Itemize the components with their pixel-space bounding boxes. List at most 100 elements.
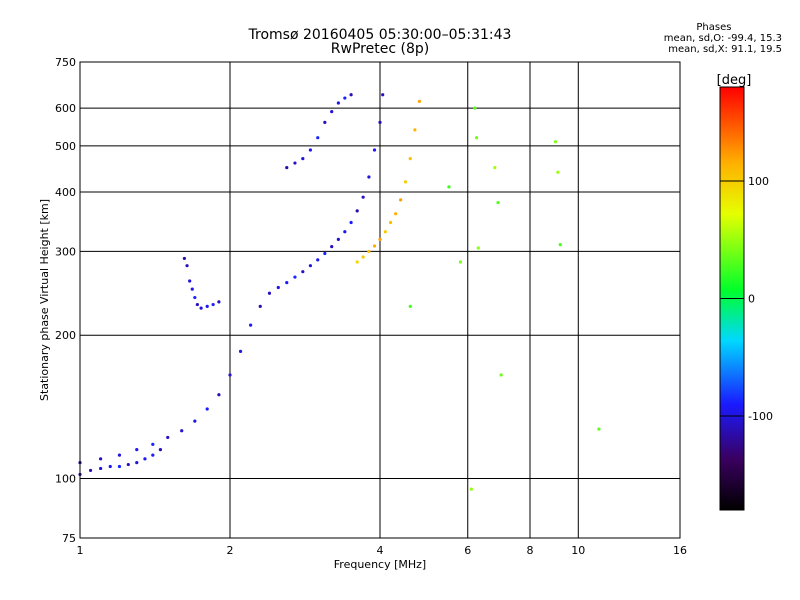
data-point [88,468,93,473]
plot-frame [79,61,681,539]
data-point [188,279,192,283]
y-tick-label: 500 [55,140,76,153]
data-point [408,157,412,161]
data-point [349,93,353,97]
data-point [238,349,243,353]
data-point [217,300,221,304]
data-point [355,260,359,264]
data-point [195,302,199,307]
data-point [372,148,377,152]
data-point [556,170,560,174]
data-point [336,237,340,241]
data-point [343,230,347,234]
data-point [308,264,313,268]
data-point [193,295,197,300]
data-point [367,249,371,254]
y-tick-label: 750 [55,56,76,69]
data-point [249,323,253,327]
data-point [597,427,601,431]
x-tick-label: 16 [673,544,687,557]
data-point [343,96,347,100]
data-point [166,435,170,440]
data-point [388,220,393,225]
data-point [361,255,365,259]
data-point [211,302,215,307]
data-point [285,280,289,285]
data-point [330,245,334,249]
data-point [185,264,189,268]
data-point [108,464,112,469]
data-point [408,304,412,308]
data-point [399,198,403,202]
colorbar-label: [deg] [717,73,752,88]
data-point [190,287,194,291]
data-points [78,93,601,491]
data-point [217,393,221,397]
data-point [316,258,320,262]
phase-stats: Phases mean, sd,O: -99.4, 15.3 mean, sd,… [664,22,782,55]
data-point [413,128,417,132]
data-point [394,212,398,216]
data-point [323,120,327,124]
data-point [447,185,451,189]
data-point [117,464,122,469]
colorbar-tick-label: 100 [748,175,769,188]
y-tick-label: 400 [55,186,76,199]
data-point [126,462,130,467]
data-point [308,148,313,152]
data-point [276,285,280,290]
data-point [458,260,463,264]
data-point [143,457,147,461]
data-point [381,93,385,97]
data-point [474,136,479,140]
data-point [493,166,497,170]
data-point [205,407,209,411]
data-point [151,453,155,457]
data-point [372,244,377,248]
x-tick-label: 1 [77,544,84,557]
x-tick-label: 2 [227,544,234,557]
data-point [293,275,297,279]
data-point [361,195,365,199]
data-point [383,230,387,234]
data-point [258,304,262,308]
data-point [553,140,558,144]
data-point [301,270,305,274]
y-axis-label: Stationary phase Virtual Height [km] [38,199,51,401]
data-point [293,161,297,165]
stats-title: Phases [696,22,732,33]
colorbar-tick-label: -100 [748,410,773,423]
data-point [301,157,305,161]
data-point [135,448,139,452]
data-point [336,101,340,105]
y-tick-label: 300 [55,245,76,258]
chart-subtitle: RwPretec (8p) [330,41,430,57]
data-point [476,246,480,250]
colorbar-tick-label: 0 [748,293,755,306]
data-point [496,200,500,205]
data-point [378,237,382,241]
data-point [99,457,103,461]
y-tick-label: 100 [55,473,76,486]
x-tick-label: 4 [377,544,384,557]
data-point [193,419,197,423]
data-point [135,461,139,465]
data-point [349,220,353,225]
data-point [473,106,477,110]
x-tick-label: 6 [464,544,471,557]
x-axis-label: Frequency [MHz] [334,558,426,571]
data-point [558,243,562,247]
data-point [228,373,232,377]
data-point [267,291,272,295]
data-point [199,306,203,310]
x-tick-label: 10 [571,544,585,557]
colorbar-ticks: -100 0 100 [720,175,773,423]
data-point [323,251,327,256]
data-point [205,304,209,308]
data-point [285,166,289,170]
stats-x-mode: mean, sd,X: 91.1, 19.5 [668,44,782,55]
y-tick-label: 75 [62,532,76,545]
data-point [403,180,408,184]
chart-title: Tromsø 20160405 05:30:00–05:31:43 [248,27,512,43]
